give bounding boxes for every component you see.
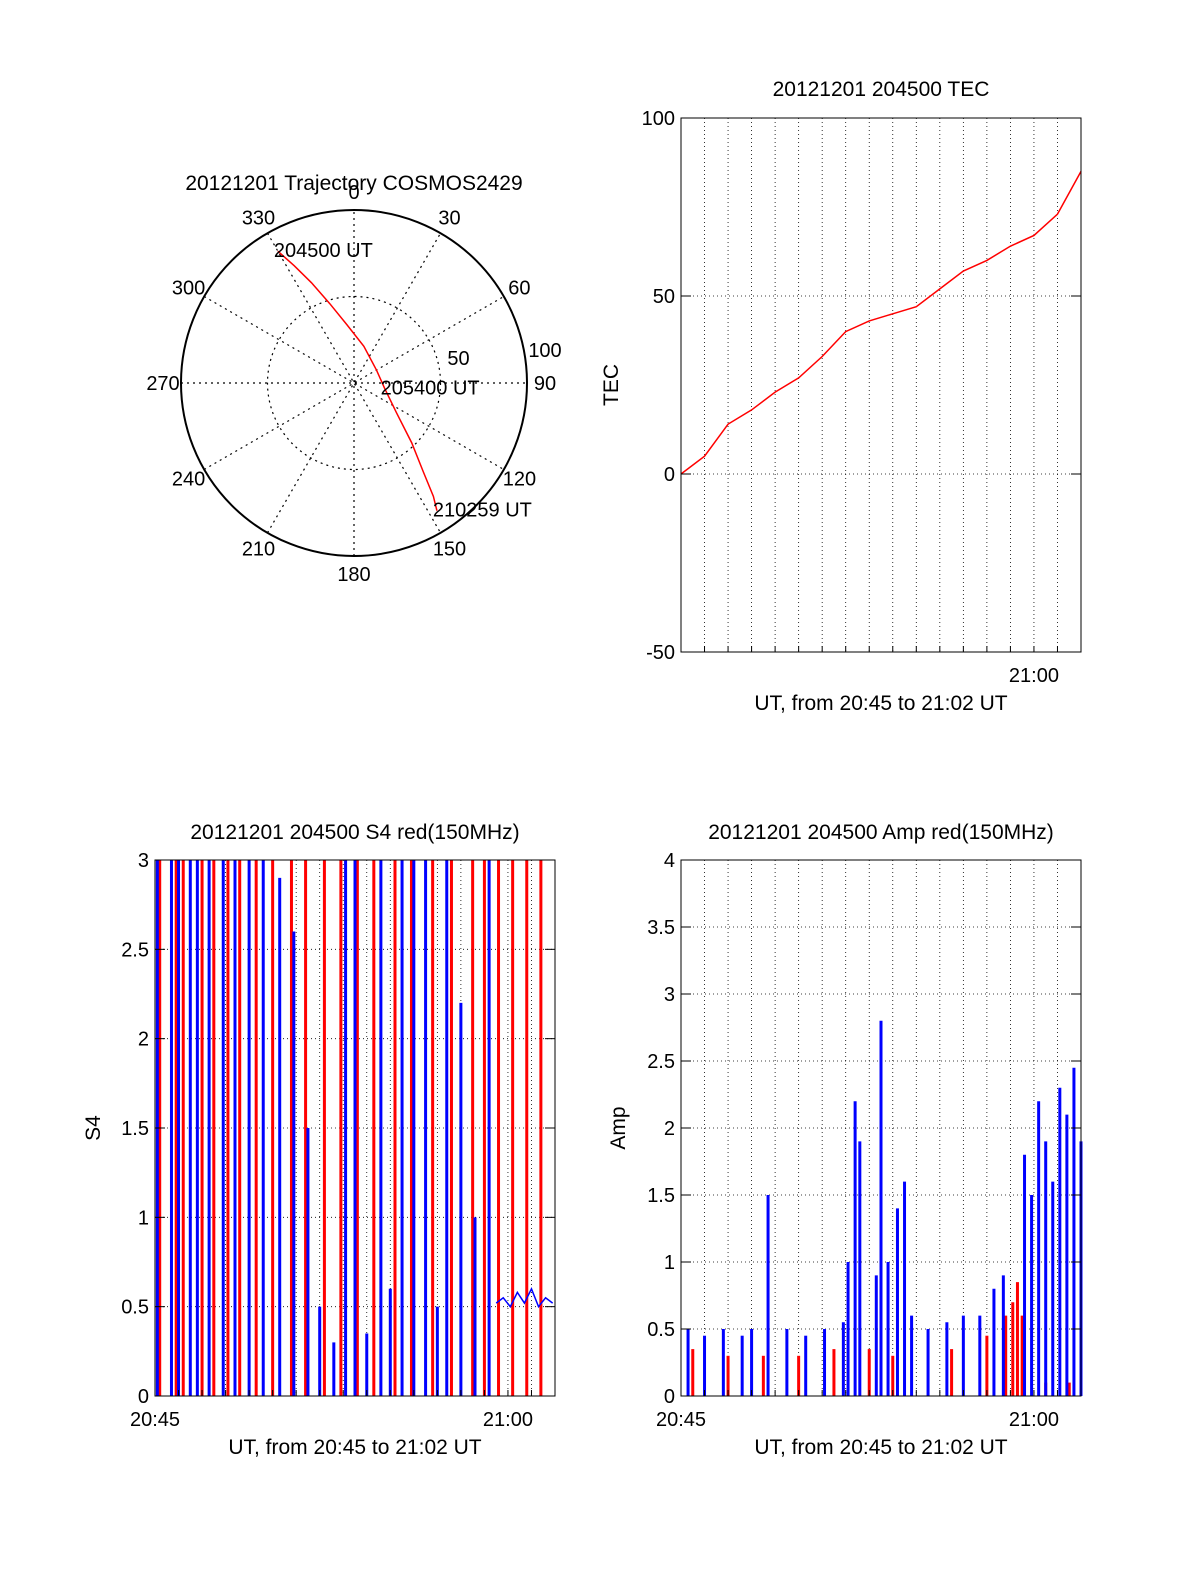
polar-azimuth-label: 0 [348,182,359,204]
polar-azimuth-label: 150 [433,538,466,560]
p2-ytick-label: 0 [664,464,675,486]
polar-spoke [266,232,442,534]
tec-series [680,171,1082,475]
p2-ytick-label: -50 [646,642,675,664]
tec-xlabel: UT, from 20:45 to 21:02 UT [754,692,1007,715]
polar-grid [180,209,528,557]
amp-ylabel: Amp [607,1106,630,1149]
polar-radial-label: 100 [528,340,561,362]
tec-title: 20121201 204500 TEC [773,78,990,101]
s4-title: 20121201 204500 S4 red(150MHz) [190,821,519,844]
p4-xtick-label: 20:45 [656,1409,706,1431]
tec-panel: 20121201 204500 TEC TEC UT, from 20:45 t… [600,78,1082,715]
polar-annotation: 204500 UT [274,240,373,262]
polar-azimuth-label: 270 [146,373,179,395]
polar-annotation: 210259 UT [433,500,532,522]
p3-ytick-label: 0.5 [121,1297,149,1319]
amp-series [686,1020,1083,1396]
p3-ytick-label: 3 [138,850,149,872]
p2-ytick-label: 100 [642,108,675,130]
polar-azimuth-label: 60 [508,278,530,300]
polar-azimuth-label: 330 [242,208,275,230]
tec-ylabel: TEC [600,364,623,406]
p3-xtick-label: 20:45 [130,1409,180,1431]
p4-ytick-label: 0 [664,1386,675,1408]
p3-ytick-label: 1.5 [121,1118,149,1140]
p3-xtick-label: 21:00 [483,1409,533,1431]
p3-ytick-label: 0 [138,1386,149,1408]
amp-xlabel: UT, from 20:45 to 21:02 UT [754,1436,1007,1459]
amp-ticks: 4 3.5 3 2.5 2 1.5 1 0.5 020:45 21:00 [647,850,1082,1431]
polar-azimuth-label: 30 [438,208,460,230]
polar-series [277,250,438,511]
polar-spoke [203,295,505,471]
p4-ytick-label: 3.5 [647,917,675,939]
polar-spoke [203,295,505,471]
p3-line [495,1286,554,1309]
s4-series [155,860,554,1396]
s4-ylabel: S4 [82,1115,105,1141]
polar-annotation: 205400 UT [381,377,480,399]
polar-trajectory-line [277,250,438,511]
polar-annotations: 204500 UT 205400 UT 210259 UT [274,240,532,522]
polar-azimuth-label: 300 [172,278,205,300]
polar-azimuth-label: 240 [172,469,205,491]
s4-plot-frame [154,859,556,1397]
tec-ticks: 100 50 0 -50 21:00 [642,108,1082,687]
p4-ytick-label: 2 [664,1118,675,1140]
p2-line [680,171,1082,475]
p4-xtick-label: 21:00 [1009,1409,1059,1431]
p3-ytick-label: 1 [138,1207,149,1229]
p4-ytick-label: 1.5 [647,1185,675,1207]
p3-ytick-label: 2.5 [121,939,149,961]
p4-ytick-label: 0.5 [647,1319,675,1341]
amp-panel: 20121201 204500 Amp red(150MHz) Amp UT, … [607,821,1083,1459]
p2-ytick-label: 50 [653,286,675,308]
p4-ytick-label: 4 [664,850,675,872]
polar-title: 20121201 Trajectory COSMOS2429 [185,172,522,195]
polar-azimuth-label: 90 [534,373,556,395]
polar-trajectory-panel: 20121201 Trajectory COSMOS2429 0 30 60 90 12… [146,172,561,586]
polar-radial-labels: 50 100 [447,340,561,370]
amp-title: 20121201 204500 Amp red(150MHz) [708,821,1054,844]
tec-grid [681,117,1081,653]
p3-ytick-label: 2 [138,1029,149,1051]
s4-ticks: 3 2.5 2 1.5 1 0.5 020:45 21:00 [121,850,556,1431]
polar-azimuth-label: 180 [337,564,370,586]
p4-ytick-label: 3 [664,984,675,1006]
polar-azimuth-label: 210 [242,538,275,560]
p2-xtick-label: 21:00 [1009,665,1059,687]
tec-plot-frame [680,117,1082,653]
s4-xlabel: UT, from 20:45 to 21:02 UT [228,1436,481,1459]
polar-radial-label: 50 [447,348,469,370]
amp-plot-frame [680,859,1082,1397]
polar-azimuth-label: 120 [503,469,536,491]
p4-ytick-label: 2.5 [647,1051,675,1073]
polar-azimuth-labels: 0 30 60 90 120 150 180 210 240 270 300 330 [146,182,556,586]
polar-spoke [266,232,442,534]
p4-ytick-label: 1 [664,1252,675,1274]
s4-panel: 20121201 204500 S4 red(150MHz) S4 UT, fr… [82,821,556,1459]
